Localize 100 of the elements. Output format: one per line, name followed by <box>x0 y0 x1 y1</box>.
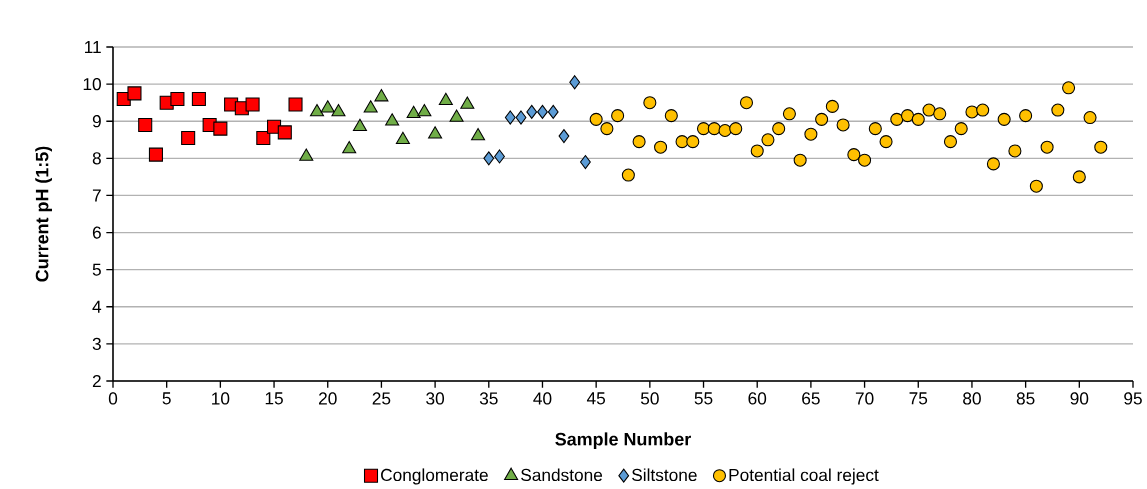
x-tick-label: 95 <box>1124 392 1142 405</box>
y-tick-label: 11 <box>85 41 101 53</box>
point <box>933 107 947 121</box>
point <box>504 110 516 125</box>
point <box>675 135 689 149</box>
x-tick-label: 5 <box>162 392 171 405</box>
point <box>600 122 614 136</box>
point <box>686 135 700 149</box>
point <box>879 135 893 149</box>
point <box>997 112 1011 126</box>
point <box>1008 144 1022 158</box>
point <box>374 89 389 102</box>
point <box>793 153 807 167</box>
point <box>449 109 464 122</box>
point <box>494 149 505 164</box>
point <box>654 140 668 154</box>
y-tick-label: 8 <box>92 152 101 165</box>
point <box>1029 179 1043 193</box>
y-tick-label: 9 <box>92 115 101 128</box>
point <box>558 129 570 144</box>
point <box>1094 140 1108 154</box>
point <box>363 100 378 113</box>
point <box>1019 109 1033 123</box>
x-tick-label: 35 <box>479 392 498 405</box>
y-tick-label: 5 <box>92 263 101 276</box>
point <box>580 155 591 170</box>
point <box>621 168 635 182</box>
point <box>815 112 829 126</box>
x-tick-label: 75 <box>909 392 928 405</box>
point <box>890 112 904 126</box>
legend-label: Siltstone <box>632 468 697 482</box>
x-tick-label: 10 <box>212 392 230 405</box>
point <box>836 118 850 132</box>
point <box>589 112 603 126</box>
point <box>943 135 957 149</box>
point <box>954 122 968 136</box>
point <box>911 112 925 126</box>
point <box>148 147 163 162</box>
point <box>191 91 206 106</box>
point <box>858 153 872 167</box>
point <box>483 151 495 166</box>
point <box>342 141 357 154</box>
x-tick-label: 15 <box>265 392 283 405</box>
y-axis-title: Current pH (1:5) <box>35 146 52 282</box>
point <box>750 144 764 158</box>
point <box>697 122 711 136</box>
point <box>782 107 796 121</box>
point <box>245 97 260 112</box>
y-tick-label: 10 <box>83 77 101 91</box>
point <box>1062 81 1076 95</box>
point <box>299 148 314 161</box>
legend-label: Conglomerate <box>381 468 488 485</box>
point <box>288 97 303 112</box>
x-tick-label: 70 <box>855 392 874 405</box>
point <box>181 130 196 145</box>
x-tick-label: 20 <box>319 392 337 405</box>
point <box>428 126 443 139</box>
legend-label: Potential coal reject <box>729 468 879 485</box>
point <box>471 128 486 141</box>
point <box>352 118 367 132</box>
y-tick-label: 6 <box>92 226 101 239</box>
y-tick-label: 7 <box>92 189 101 202</box>
point <box>965 105 979 119</box>
point <box>868 122 882 136</box>
y-tick-label: 4 <box>92 300 102 313</box>
point <box>729 122 743 136</box>
point <box>515 110 527 125</box>
point <box>385 113 400 126</box>
point <box>138 117 153 132</box>
point <box>976 103 990 117</box>
point <box>406 105 421 119</box>
point <box>664 109 678 123</box>
x-tick-label: 40 <box>533 392 552 405</box>
point <box>761 133 775 147</box>
point <box>213 121 228 136</box>
point <box>1051 103 1065 117</box>
point <box>1072 170 1086 184</box>
point <box>1083 110 1097 125</box>
x-tick-label: 55 <box>694 392 713 405</box>
x-tick-label: 90 <box>1070 392 1089 405</box>
point <box>718 123 732 138</box>
x-tick-label: 0 <box>108 392 118 405</box>
y-tick-label: 2 <box>92 374 101 388</box>
point <box>395 131 410 145</box>
point <box>127 86 142 101</box>
point <box>569 75 581 90</box>
point <box>772 122 786 136</box>
point <box>1040 140 1054 154</box>
point <box>320 100 335 113</box>
point <box>643 96 657 110</box>
x-tick-label: 30 <box>426 392 445 405</box>
x-tick-label: 60 <box>748 392 767 405</box>
y-tick-label: 3 <box>92 337 101 350</box>
point <box>277 125 292 140</box>
point <box>417 103 432 117</box>
x-tick-label: 50 <box>640 392 659 405</box>
point <box>901 109 915 123</box>
point <box>611 109 625 123</box>
point <box>537 104 548 119</box>
point <box>804 127 818 141</box>
